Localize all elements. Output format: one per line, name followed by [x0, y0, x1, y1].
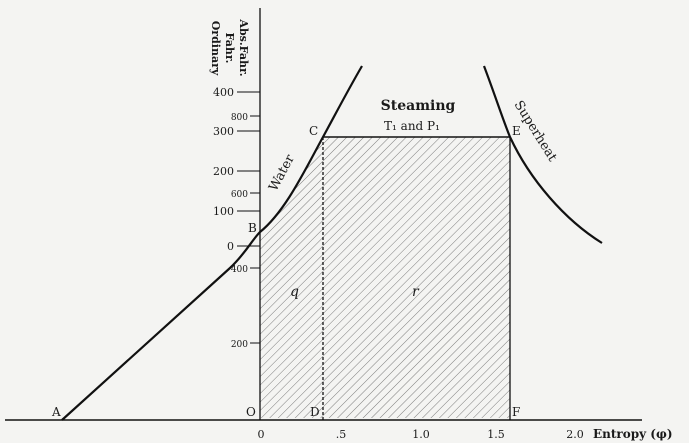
point-c: C [309, 124, 318, 138]
superheat-curve [482, 65, 603, 244]
region-q-label: q [290, 284, 299, 300]
point-f: F [512, 405, 520, 419]
ordinary-tick-0: 0 [227, 240, 234, 253]
absolute-tick-400: 400 [231, 265, 248, 275]
steaming-label: Steaming [381, 98, 456, 114]
x-tick-05: .5 [336, 428, 347, 441]
x-tick-15: 1.5 [487, 428, 505, 441]
region-r [323, 137, 510, 418]
x-axis-title: Entropy (φ) [593, 427, 673, 441]
ordinary-tick-300: 300 [213, 125, 234, 138]
ordinary-tick-400: 400 [213, 86, 234, 99]
point-a: A [51, 405, 61, 419]
region-q [260, 137, 323, 418]
x-tick-10: 1.0 [412, 428, 430, 441]
ordinary-tick-100: 100 [213, 205, 234, 218]
absolute-tick-200: 200 [231, 340, 248, 350]
region-r-label: r [412, 284, 420, 300]
x-tick-0: 0 [258, 428, 265, 441]
point-d: D [310, 405, 320, 419]
point-e: E [512, 124, 521, 138]
y-title-fahr: Fahr. [223, 33, 236, 64]
t1-p1-label: T₁ and P₁ [384, 119, 440, 133]
absolute-tick-marks [250, 115, 260, 344]
y-title-ordinary: Ordinary [209, 21, 222, 76]
water-curve [61, 65, 363, 421]
x-tick-20: 2.0 [566, 428, 584, 441]
absolute-tick-600: 600 [231, 190, 248, 200]
y-title-absfahr: Abs.Fahr. [237, 18, 250, 76]
point-b: B [248, 221, 257, 235]
point-o: O [246, 405, 256, 419]
absolute-tick-800: 800 [231, 113, 248, 123]
ordinary-tick-200: 200 [213, 165, 234, 178]
water-label: Water [266, 152, 298, 194]
